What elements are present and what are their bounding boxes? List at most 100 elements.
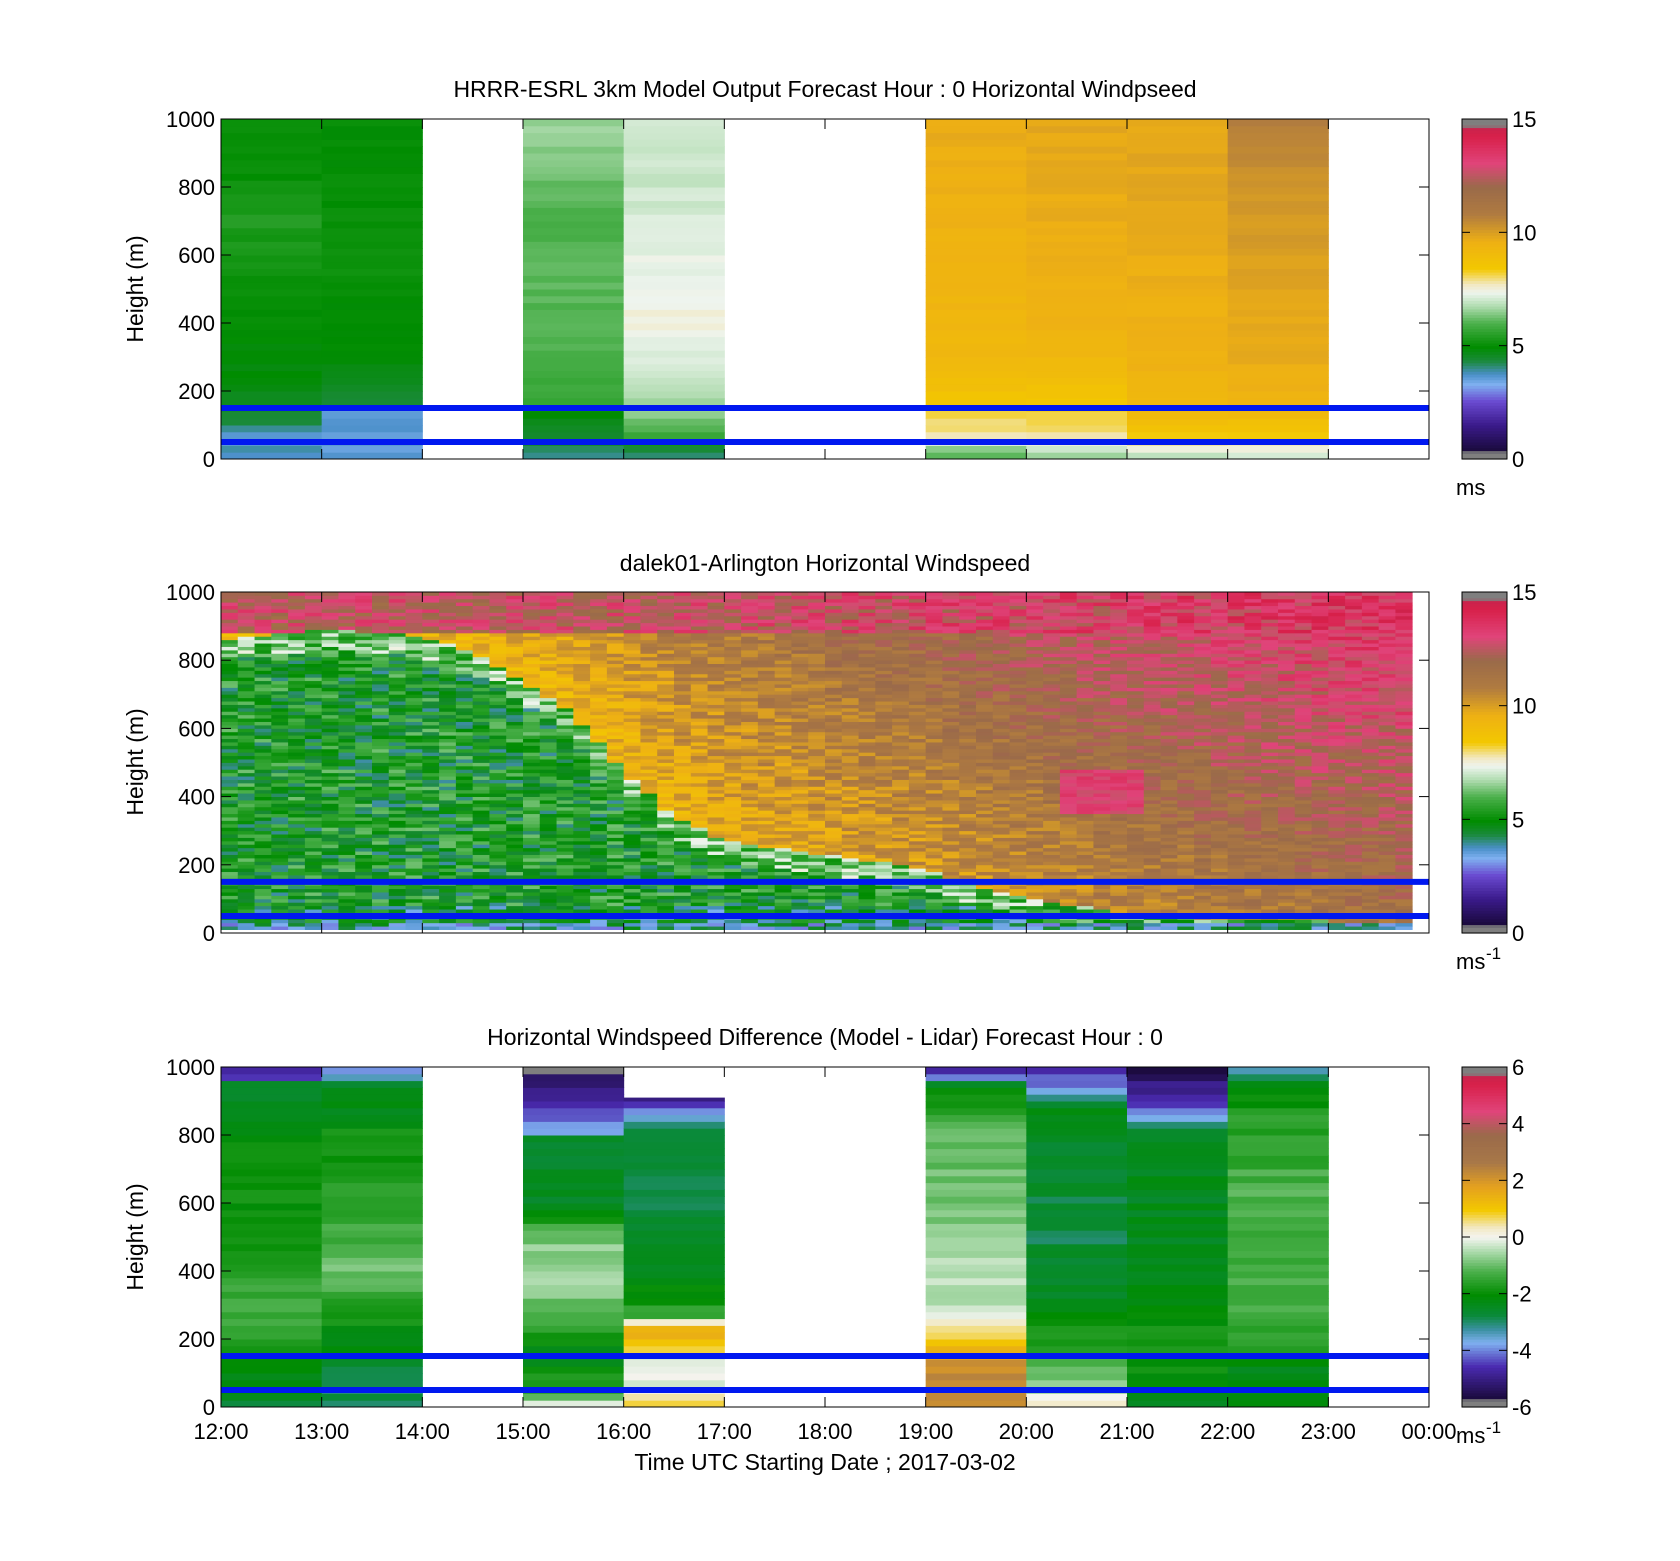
heatmap-cell [741, 660, 759, 665]
heatmap-cell [858, 639, 876, 644]
heatmap-cell [942, 694, 960, 699]
heatmap-cell [221, 854, 239, 859]
heatmap-cell [221, 701, 239, 705]
heatmap-cell [606, 834, 625, 838]
heatmap-cell [774, 592, 792, 596]
heatmap-cell [422, 663, 440, 668]
heatmap-cell [1127, 452, 1229, 460]
heatmap-cell [556, 619, 574, 624]
heatmap-cell [355, 701, 373, 705]
heatmap-cell [657, 592, 675, 596]
heatmap-cell [304, 656, 323, 661]
heatmap-cell [825, 605, 843, 610]
heatmap-cell [590, 789, 608, 794]
heatmap-cell [539, 724, 557, 729]
colorbar-tick-label: 10 [1512, 220, 1536, 245]
heatmap-cell [657, 871, 675, 876]
heatmap-cell [523, 755, 541, 760]
heatmap-cell [1227, 173, 1329, 181]
heatmap-cell [908, 721, 927, 726]
heatmap-cell [757, 922, 776, 927]
heatmap-cell [439, 667, 457, 671]
heatmap-cell [925, 864, 943, 869]
heatmap-cell [304, 622, 323, 627]
heatmap-cell [439, 724, 457, 729]
heatmap-cell [271, 875, 289, 879]
heatmap-cell [1026, 282, 1128, 290]
heatmap-cell [523, 370, 625, 378]
heatmap-cell [1127, 221, 1229, 229]
heatmap-cell [825, 905, 843, 910]
heatmap-cell [288, 667, 306, 671]
heatmap-cell [942, 861, 960, 866]
heatmap-cell [808, 905, 826, 910]
heatmap-cell [372, 898, 390, 903]
heatmap-cell [355, 711, 373, 716]
heatmap-cell [707, 646, 725, 651]
heatmap-cell [556, 629, 574, 634]
heatmap-cell [321, 377, 423, 385]
heatmap-cell [489, 598, 507, 603]
heatmap-cell [254, 598, 272, 603]
heatmap-cell [405, 909, 423, 913]
heatmap-cell [455, 847, 474, 852]
heatmap-cell [875, 902, 893, 907]
heatmap-cell [472, 800, 490, 804]
heatmap-cell [875, 690, 893, 695]
heatmap-cell [623, 789, 641, 794]
heatmap-cell [523, 343, 625, 351]
heatmap-cell [808, 704, 826, 709]
heatmap-cell [1026, 302, 1128, 310]
heatmap-cell [523, 796, 541, 801]
heatmap-cell [372, 813, 390, 818]
heatmap-cell [388, 796, 406, 801]
heatmap-cell [405, 875, 423, 879]
heatmap-cell [623, 166, 725, 174]
y-tick-label: 1000 [166, 107, 215, 132]
heatmap-cell [657, 731, 675, 736]
heatmap-cell [439, 646, 457, 651]
heatmap-cell [237, 789, 255, 794]
heatmap-cell [254, 619, 272, 624]
heatmap-cell [288, 844, 306, 849]
heatmap-cell [455, 731, 474, 736]
heatmap-cell [321, 905, 339, 910]
heatmap-cell [640, 926, 658, 930]
heatmap-cell [489, 745, 507, 750]
heatmap-cell [841, 803, 859, 808]
heatmap-cell [355, 602, 373, 607]
heatmap-cell [657, 782, 675, 787]
heatmap-cell [455, 892, 474, 896]
heatmap-cell [237, 755, 255, 760]
heatmap-cell [875, 817, 893, 821]
colorbar-swatch [1462, 187, 1507, 191]
heatmap-cell [372, 895, 390, 900]
heatmap-cell [741, 820, 759, 825]
heatmap-cell [674, 684, 692, 688]
heatmap-cell [640, 636, 658, 641]
colorbar-swatch [1462, 246, 1507, 250]
heatmap-cell [757, 684, 776, 688]
heatmap-cell [606, 817, 625, 821]
heatmap-cell [590, 820, 608, 825]
heatmap-cell [388, 875, 406, 879]
heatmap-cell [422, 892, 440, 896]
heatmap-cell [908, 615, 927, 620]
heatmap-cell [590, 834, 608, 838]
heatmap-cell [506, 786, 524, 791]
heatmap-cell [321, 769, 339, 774]
heatmap-cell [489, 871, 507, 876]
heatmap-cell [841, 663, 859, 668]
heatmap-cell [422, 847, 440, 852]
heatmap-cell [405, 759, 423, 763]
heatmap-cell [338, 745, 356, 750]
heatmap-cell [221, 295, 323, 304]
heatmap-cell [321, 854, 339, 859]
heatmap-cell [875, 892, 893, 896]
heatmap-cell [623, 714, 641, 719]
heatmap-cell [724, 817, 742, 821]
heatmap-cell [472, 704, 490, 709]
heatmap-cell [774, 902, 792, 907]
heatmap-cell [757, 789, 776, 794]
heatmap-cell [841, 861, 859, 866]
